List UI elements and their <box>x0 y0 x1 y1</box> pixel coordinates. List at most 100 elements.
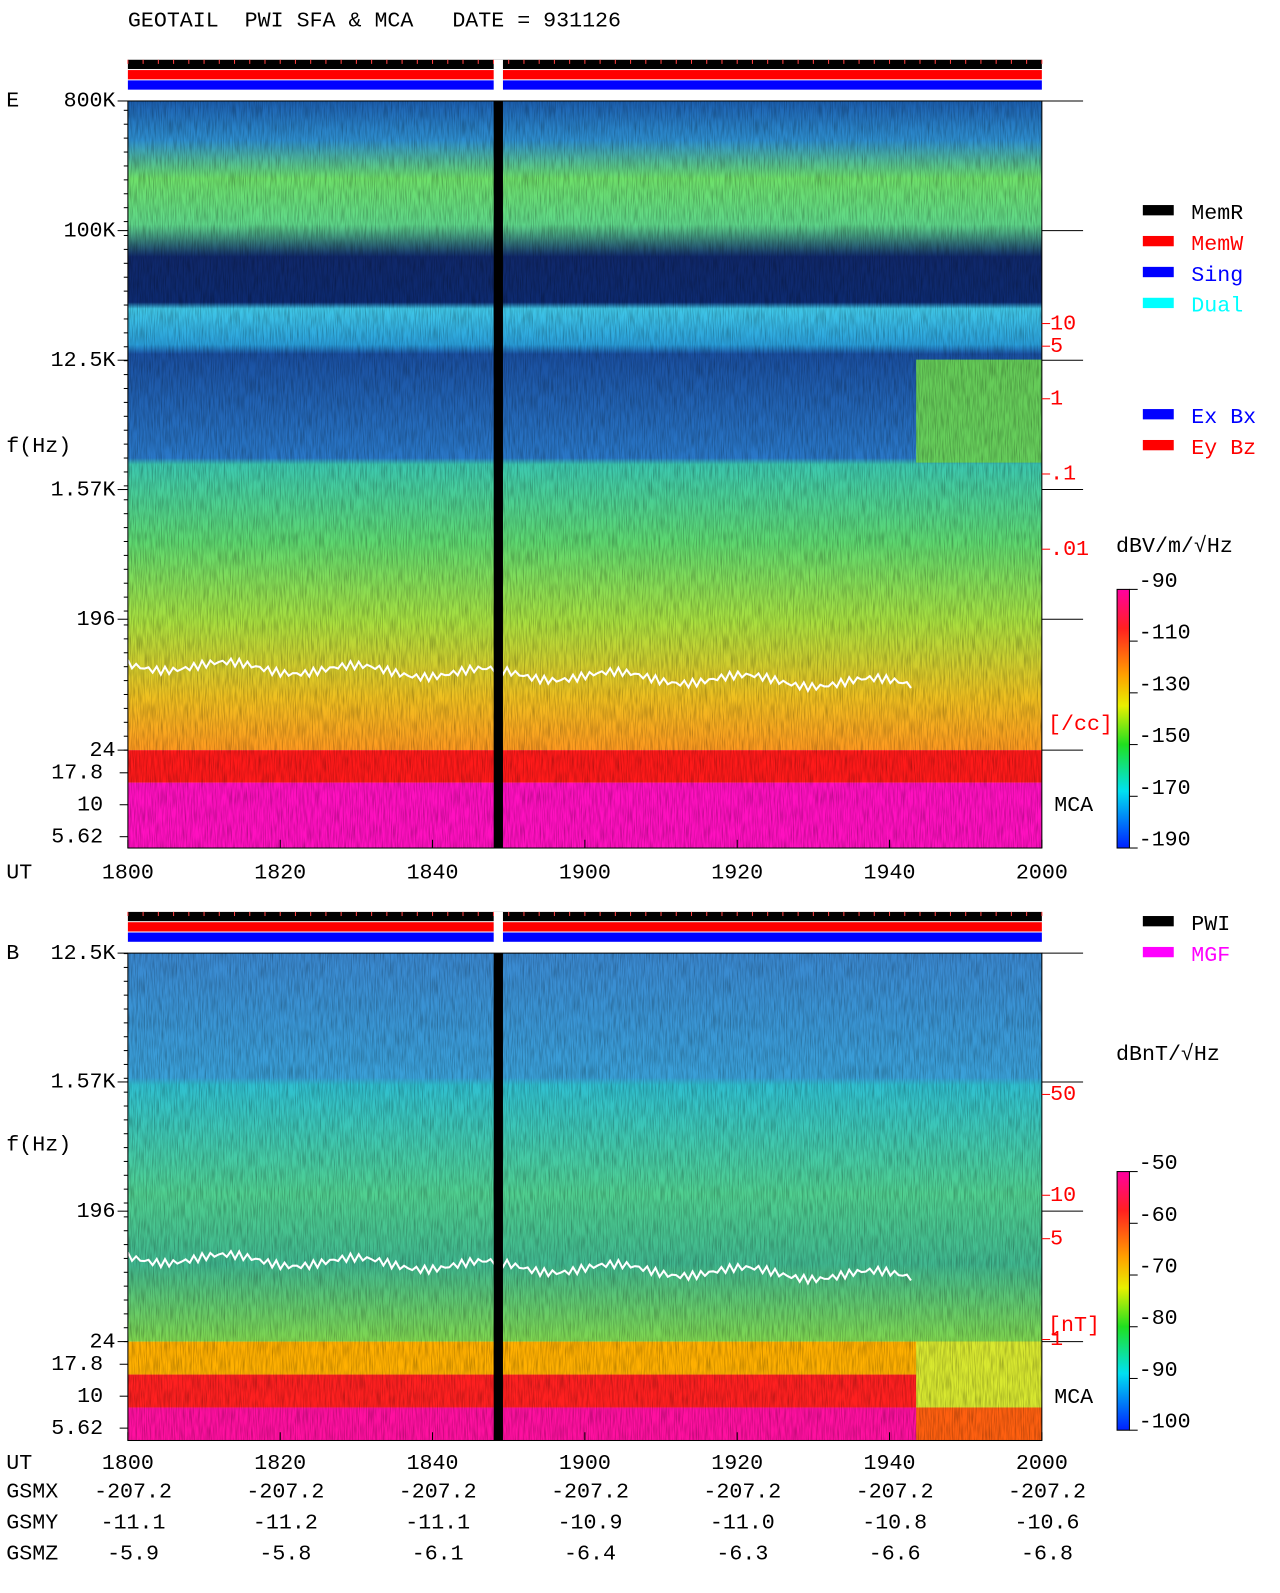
y2-tick-label: 50 <box>1050 1083 1076 1107</box>
orbit-value: -5.8 <box>259 1543 311 1567</box>
x-tick-label: 1820 <box>254 861 306 885</box>
orbit-value: -207.2 <box>246 1481 324 1505</box>
orbit-value: -207.2 <box>399 1481 477 1505</box>
plasma-line <box>126 656 912 694</box>
colorbar-tick-label: -110 <box>1139 622 1191 646</box>
orbit-value: -6.3 <box>716 1543 768 1567</box>
status-bar <box>127 80 1042 90</box>
mca-label: MCA <box>1054 794 1093 818</box>
mca-tick-label: 5.62 <box>51 825 103 849</box>
x-tick-label: 2000 <box>1016 1452 1068 1476</box>
y-tick-label: 196 <box>77 1200 116 1224</box>
colorbar-label: dBnT/√Hz <box>1116 1043 1220 1067</box>
y2-axis-label: [nT] <box>1048 1314 1100 1338</box>
legend-swatch <box>1142 409 1174 420</box>
orbit-value: -6.1 <box>412 1543 464 1567</box>
y2-tick-label: 10 <box>1050 312 1076 336</box>
x-tick-label: 1940 <box>864 1452 916 1476</box>
mca-label: MCA <box>1054 1386 1093 1410</box>
status-bar <box>127 932 1042 942</box>
x-tick-label: 1800 <box>102 1452 154 1476</box>
panel-label: B <box>6 942 19 966</box>
orbit-label: GSMX <box>6 1481 58 1505</box>
orbit-value: -207.2 <box>856 1481 934 1505</box>
x-tick-label: 1840 <box>407 1452 459 1476</box>
colorbar-tick-label: -130 <box>1139 673 1191 697</box>
data-gap <box>493 100 503 849</box>
legend-swatch <box>1142 205 1174 216</box>
y-tick-label: 800K <box>64 90 116 114</box>
colorbar-tick-label: -170 <box>1139 777 1191 801</box>
x-tick-label: 1820 <box>254 1452 306 1476</box>
colorbar-tick-label: -190 <box>1139 828 1191 852</box>
legend-label: MGF <box>1191 944 1230 968</box>
y-tick-label: 24 <box>90 1330 116 1354</box>
legend-swatch <box>1142 439 1174 451</box>
mca-tick-label: 10 <box>77 793 103 817</box>
x-tick-label: 1800 <box>102 861 154 885</box>
x-axis-label: UT <box>6 1452 32 1476</box>
orbit-value: -10.8 <box>862 1512 927 1536</box>
orbit-value: -11.0 <box>710 1512 775 1536</box>
colorbar-tick-label: -80 <box>1139 1307 1178 1331</box>
orbit-value: -207.2 <box>551 1481 629 1505</box>
noise <box>127 100 1042 849</box>
status-bar <box>127 59 1042 70</box>
orbit-value: -6.4 <box>564 1543 616 1567</box>
y-axis-label: f(Hz) <box>6 1133 71 1157</box>
status-bar <box>127 70 1042 80</box>
y2-tick-label: 5 <box>1050 335 1063 359</box>
legend-label: PWI <box>1191 913 1230 937</box>
x-tick-label: 1920 <box>711 1452 763 1476</box>
colorbar <box>1116 588 1130 849</box>
orbit-value: -11.2 <box>253 1512 318 1536</box>
y2-tick-label: 10 <box>1050 1184 1076 1208</box>
colorbar <box>1116 1171 1130 1431</box>
legend-label: Ex Bx <box>1191 406 1256 430</box>
y2-tick-label: .1 <box>1050 463 1076 487</box>
colorbar-tick-label: -150 <box>1139 725 1191 749</box>
colorbar-tick-label: -100 <box>1139 1411 1191 1435</box>
x-tick-label: 1920 <box>711 861 763 885</box>
legend-label: Ey Bz <box>1191 437 1256 461</box>
y-tick-label: 1.57K <box>51 1071 116 1095</box>
orbit-value: -10.9 <box>558 1512 623 1536</box>
status-gap <box>493 911 503 943</box>
y-axis-label: f(Hz) <box>6 435 71 459</box>
orbit-value: -6.8 <box>1021 1543 1073 1567</box>
x-tick-label: 1900 <box>559 861 611 885</box>
x-tick-label: 1900 <box>559 1452 611 1476</box>
mca-tick-label: 5.62 <box>51 1417 103 1441</box>
legend-label: Dual <box>1191 295 1243 319</box>
orbit-label: GSMY <box>6 1512 58 1536</box>
y2-axis-label: [/cc] <box>1048 713 1113 737</box>
panel-label: E <box>6 90 19 114</box>
legend-swatch <box>1142 916 1174 927</box>
orbit-value: -207.2 <box>94 1481 172 1505</box>
figure-title: GEOTAIL PWI SFA & MCA DATE = 931126 <box>128 9 621 33</box>
noise <box>127 953 1042 1441</box>
status-bar <box>127 922 1042 932</box>
status-bar <box>127 911 1042 922</box>
y-tick-label: 12.5K <box>51 942 116 966</box>
legend-swatch <box>1142 297 1174 309</box>
mca-tick-label: 10 <box>77 1385 103 1409</box>
mca-tick-label: 17.8 <box>51 1353 103 1377</box>
plasma-line <box>126 1249 912 1286</box>
colorbar-tick-label: -90 <box>1139 1359 1178 1383</box>
orbit-value: -11.1 <box>101 1512 166 1536</box>
orbit-value: -10.6 <box>1015 1512 1080 1536</box>
legend-label: MemW <box>1191 233 1243 257</box>
orbit-value: -11.1 <box>405 1512 470 1536</box>
colorbar-label: dBV/m/√Hz <box>1116 535 1233 559</box>
data-gap <box>493 953 503 1441</box>
y2-tick-label: 1 <box>1050 1328 1063 1352</box>
legend-label: Sing <box>1191 264 1243 288</box>
orbit-value: -207.2 <box>1008 1481 1086 1505</box>
x-tick-label: 1840 <box>407 861 459 885</box>
colorbar-tick-label: -90 <box>1139 570 1178 594</box>
y-tick-label: 196 <box>77 608 116 632</box>
y-tick-label: 100K <box>64 219 116 243</box>
